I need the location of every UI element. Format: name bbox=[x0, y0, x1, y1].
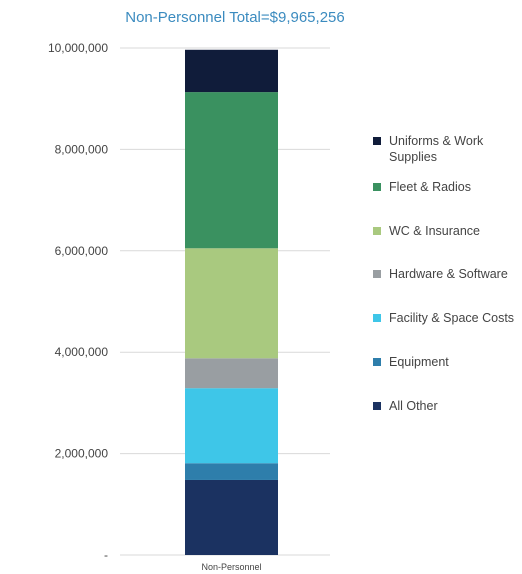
legend-item: Equipment bbox=[373, 354, 522, 370]
legend-swatch bbox=[373, 402, 381, 410]
legend-swatch bbox=[373, 227, 381, 235]
legend-swatch bbox=[373, 137, 381, 145]
legend-swatch bbox=[373, 183, 381, 191]
y-tick-label: 2,000,000 bbox=[55, 447, 109, 461]
bar-segment-all-other bbox=[185, 479, 278, 555]
legend-swatch bbox=[373, 358, 381, 366]
legend-label: Fleet & Radios bbox=[389, 180, 471, 194]
legend-item: WC & Insurance bbox=[373, 223, 522, 239]
legend-label: All Other bbox=[389, 399, 438, 413]
legend-swatch bbox=[373, 314, 381, 322]
legend-item: Uniforms & Work Supplies bbox=[373, 133, 522, 165]
legend-item: Hardware & Software bbox=[373, 266, 522, 282]
y-tick-label: 8,000,000 bbox=[55, 142, 109, 156]
x-axis: Non-Personnel bbox=[201, 562, 261, 572]
chart-title: Non-Personnel Total=$9,965,256 bbox=[125, 9, 345, 26]
y-tick-label: 6,000,000 bbox=[55, 244, 109, 258]
legend-item: Fleet & Radios bbox=[373, 179, 522, 195]
y-tick-label: 10,000,000 bbox=[48, 41, 108, 55]
y-tick-label: 4,000,000 bbox=[55, 345, 109, 359]
bar-segment-wc-insurance bbox=[185, 248, 278, 359]
legend-item: Facility & Space Costs bbox=[373, 310, 522, 326]
legend-item: All Other bbox=[373, 398, 522, 414]
legend-label: Equipment bbox=[389, 355, 449, 369]
y-tick-label: - bbox=[104, 548, 108, 562]
legend-label: Uniforms & Work Supplies bbox=[389, 134, 484, 164]
bar-segment-equipment bbox=[185, 463, 278, 480]
legend-swatch bbox=[373, 270, 381, 278]
legend-label: WC & Insurance bbox=[389, 224, 481, 238]
bar-segment-uniforms-work-supplies bbox=[185, 49, 278, 93]
bar-segment-facility-space-costs bbox=[185, 388, 278, 464]
stacked-bar bbox=[185, 49, 278, 555]
bar-segment-hardware-software bbox=[185, 358, 278, 389]
x-category-label: Non-Personnel bbox=[201, 562, 261, 572]
y-axis: - 2,000,000 4,000,000 6,000,000 8,000,000 10,… bbox=[48, 41, 108, 562]
legend-label: Hardware & Software bbox=[389, 267, 508, 281]
legend-label: Facility & Space Costs bbox=[389, 311, 515, 325]
bar-segment-fleet-radios bbox=[185, 92, 278, 249]
